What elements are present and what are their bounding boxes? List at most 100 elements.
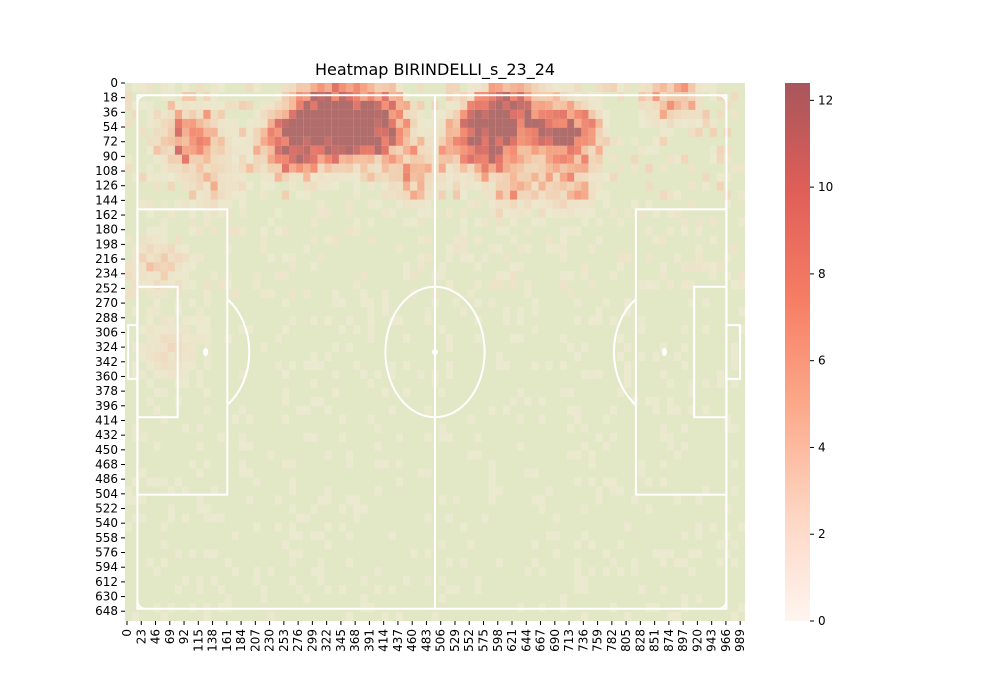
heat-cell — [353, 154, 361, 164]
heat-cell — [545, 181, 553, 191]
heat-cell — [139, 253, 147, 263]
heat-cell — [502, 92, 510, 101]
heat-cell — [246, 83, 254, 92]
heat-cell — [317, 163, 325, 173]
heat-cell — [445, 343, 453, 352]
heat-cell — [403, 361, 411, 370]
heat-cell — [645, 603, 653, 613]
heat-cell — [545, 109, 553, 119]
heat-cell — [559, 361, 567, 370]
colorbar-tick-label: 6 — [818, 354, 826, 368]
heat-cell — [296, 83, 304, 92]
heat-cell — [331, 172, 339, 182]
heat-cell — [203, 316, 211, 326]
heat-cell — [353, 190, 361, 200]
heat-cell — [438, 576, 446, 586]
heat-cell — [410, 136, 418, 146]
heat-cell — [139, 100, 147, 110]
heat-cell — [702, 172, 710, 182]
heat-cell — [338, 504, 346, 514]
heat-cell — [281, 163, 289, 173]
heat-cell — [239, 226, 247, 236]
heat-cell — [224, 558, 232, 568]
heat-cell — [182, 423, 190, 433]
heat-cell — [552, 190, 560, 200]
heat-cell — [716, 154, 724, 164]
heat-cell — [617, 352, 625, 361]
heat-cell — [395, 163, 403, 173]
heat-cell — [367, 603, 375, 613]
heat-cell — [253, 109, 261, 119]
heat-cell — [153, 181, 161, 191]
heat-cell — [189, 100, 197, 110]
heat-cell — [424, 576, 432, 586]
heat-cell — [552, 145, 560, 155]
heat-cell — [210, 271, 218, 281]
heat-cell — [132, 495, 140, 505]
heat-cell — [310, 181, 318, 191]
heat-cell — [588, 127, 596, 137]
heat-cell — [645, 109, 653, 119]
heat-cell — [182, 199, 190, 209]
heat-cell — [524, 172, 532, 182]
heat-cell — [317, 145, 325, 155]
heat-cell — [153, 298, 161, 308]
heat-cell — [567, 118, 575, 128]
heat-cell — [289, 522, 297, 532]
heat-cell — [659, 423, 667, 433]
heat-cell — [338, 145, 346, 155]
heat-cell — [659, 118, 667, 128]
heat-cell — [695, 127, 703, 137]
heat-cell — [531, 92, 539, 101]
heat-cell — [317, 199, 325, 209]
heat-cell — [638, 145, 646, 155]
heat-cell — [381, 92, 389, 101]
heat-cell — [132, 307, 140, 317]
heat-cell — [581, 154, 589, 164]
heat-cell — [545, 163, 553, 173]
heat-cell — [267, 136, 275, 146]
heat-cell — [609, 208, 617, 218]
heat-cell — [253, 576, 261, 586]
heat-cell — [303, 181, 311, 191]
heat-cell — [524, 468, 532, 478]
y-tick-label: 396 — [95, 399, 118, 413]
x-tick-label: 207 — [248, 629, 262, 652]
heat-cell — [160, 109, 168, 119]
heat-cell — [524, 100, 532, 110]
heat-cell — [374, 459, 382, 469]
heat-cell — [417, 109, 425, 119]
heat-cell — [481, 253, 489, 263]
x-tick-label: 230 — [263, 629, 277, 652]
heat-cell — [210, 163, 218, 173]
heat-cell — [160, 262, 168, 272]
heat-cell — [559, 154, 567, 164]
heat-cell — [381, 118, 389, 128]
heat-cell — [716, 145, 724, 155]
heat-cell — [274, 163, 282, 173]
heat-cell — [281, 172, 289, 182]
heat-cell — [253, 118, 261, 128]
heat-cell — [324, 585, 332, 595]
y-tick-label: 612 — [95, 575, 118, 589]
heat-cell — [139, 244, 147, 254]
x-tick-label: 644 — [519, 629, 533, 652]
heat-cell — [167, 163, 175, 173]
heat-cell — [353, 163, 361, 173]
heat-cell — [224, 244, 232, 254]
heat-cell — [502, 181, 510, 191]
heat-cell — [624, 343, 632, 352]
heat-cell — [153, 387, 161, 397]
heat-cell — [545, 361, 553, 370]
heat-cell — [139, 127, 147, 137]
heat-cell — [317, 531, 325, 541]
heat-cell — [545, 100, 553, 110]
heat-cell — [217, 145, 225, 155]
heat-cell — [317, 361, 325, 370]
heat-cell — [538, 127, 546, 137]
heat-cell — [424, 235, 432, 245]
heat-cell — [538, 109, 546, 119]
heat-cell — [260, 244, 268, 254]
heat-cell — [274, 118, 282, 128]
heat-cell — [203, 280, 211, 290]
